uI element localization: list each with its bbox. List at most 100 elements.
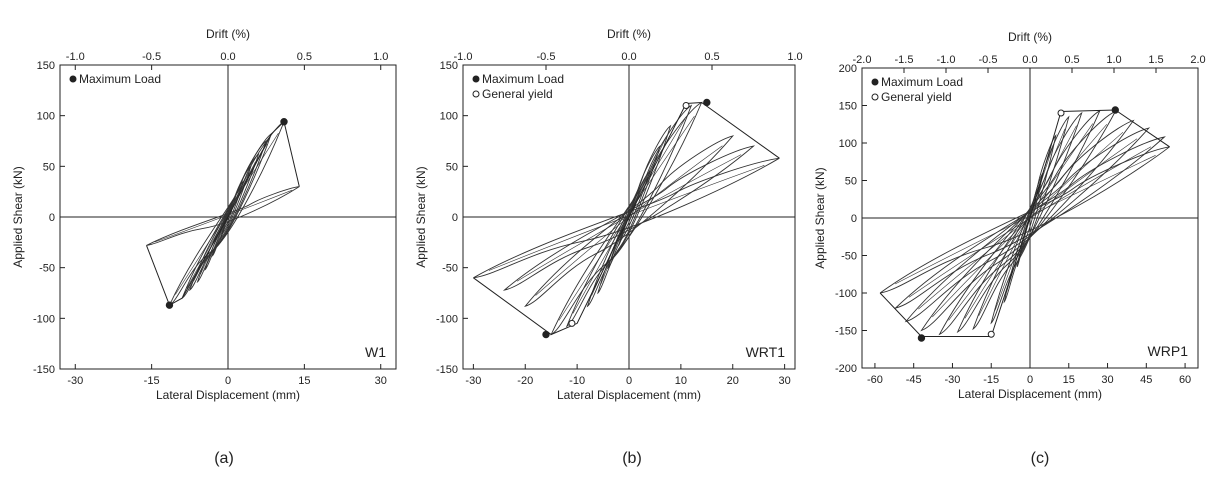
hysteresis-loop (972, 111, 1083, 331)
legend-marker-max-load (69, 75, 77, 83)
y-axis-title: Applied Shear (kN) (11, 166, 25, 267)
general-yield-marker (568, 319, 576, 327)
y-tick-label: 0 (452, 212, 458, 224)
max-load-marker (703, 98, 711, 107)
panel-label-b: (b) (622, 450, 642, 467)
y-axis-title: Applied Shear (kN) (414, 166, 428, 267)
general-yield-marker (987, 330, 995, 338)
top-axis-title: Drift (%) (1008, 30, 1052, 44)
top-tick-label: 0.0 (1022, 54, 1037, 66)
hysteresis-inner-branch (948, 124, 1108, 321)
y-tick-label: 100 (37, 111, 55, 123)
general-yield-marker (1057, 109, 1065, 117)
legend-marker-max-load (871, 78, 879, 86)
x-tick-label: 20 (727, 375, 739, 387)
envelope-curve (473, 101, 780, 336)
panel-label-c: (c) (1031, 450, 1050, 467)
x-tick-label: 0 (626, 375, 632, 387)
y-tick-label: -50 (442, 263, 458, 275)
top-tick-label: 1.5 (1148, 54, 1163, 66)
hysteresis-inner-branch (200, 161, 256, 275)
general-yield-marker (682, 102, 690, 110)
top-tick-label: 0.5 (1064, 54, 1079, 66)
x-tick-label: -45 (906, 374, 922, 386)
hysteresis-inner-branch (175, 133, 279, 295)
top-tick-label: 2.0 (1190, 54, 1205, 66)
x-tick-label: 0 (225, 375, 231, 387)
y-tick-label: -100 (436, 313, 458, 325)
hysteresis-inner-branch (488, 165, 765, 271)
max-load-marker (1111, 106, 1119, 114)
x-tick-label: -15 (983, 374, 999, 386)
top-tick-label: -0.5 (537, 51, 556, 63)
specimen-label: WRP1 (1148, 343, 1189, 359)
top-tick-label: 0.5 (297, 51, 312, 63)
y-axis-title: Applied Shear (kN) (813, 167, 827, 268)
hysteresis-inner-branch (558, 116, 695, 321)
x-tick-label: -20 (517, 375, 533, 387)
top-axis-title: Drift (%) (607, 27, 651, 41)
envelope-curve (146, 120, 300, 306)
x-tick-label: 0 (1027, 374, 1033, 386)
x-tick-label: -15 (144, 375, 160, 387)
max-load-marker (165, 301, 174, 309)
max-load-marker (917, 334, 926, 342)
hysteresis-inner-branch (894, 155, 1156, 285)
top-tick-label: 0.0 (621, 51, 636, 63)
y-tick-label: 100 (440, 111, 458, 123)
x-tick-label: 15 (298, 375, 310, 387)
top-tick-label: -1.5 (895, 54, 914, 66)
y-tick-label: -150 (33, 364, 55, 376)
y-tick-label: 50 (43, 161, 55, 173)
y-tick-label: 0 (851, 213, 857, 225)
y-tick-label: 200 (839, 63, 857, 75)
x-axis-title: Lateral Displacement (mm) (156, 388, 300, 402)
x-tick-label: 60 (1179, 374, 1191, 386)
top-tick-label: -0.5 (142, 51, 161, 63)
top-tick-label: 0.5 (704, 51, 719, 63)
y-tick-label: -150 (835, 326, 857, 338)
y-tick-label: -50 (39, 263, 55, 275)
top-axis-title: Drift (%) (206, 27, 250, 41)
x-tick-label: -30 (67, 375, 83, 387)
legend-label: Maximum Load (881, 75, 963, 89)
legend-label: Maximum Load (79, 72, 161, 86)
panel-label-a: (a) (214, 450, 234, 467)
top-tick-label: -0.5 (979, 54, 998, 66)
max-load-marker (542, 330, 550, 339)
top-tick-label: -1.0 (454, 51, 473, 63)
specimen-label: WRT1 (746, 344, 786, 360)
x-axis-title: Lateral Displacement (mm) (557, 388, 701, 402)
y-tick-label: -100 (33, 313, 55, 325)
max-load-marker (280, 118, 288, 126)
y-tick-label: 50 (845, 176, 857, 188)
y-tick-label: 150 (440, 60, 458, 72)
x-tick-label: 45 (1140, 374, 1152, 386)
y-tick-label: -150 (436, 364, 458, 376)
y-tick-label: -50 (841, 251, 857, 263)
legend-label: General yield (881, 90, 952, 104)
top-tick-label: 1.0 (373, 51, 388, 63)
y-tick-label: 150 (37, 60, 55, 72)
hysteresis-inner-branch (154, 189, 293, 243)
hysteresis-loop (502, 145, 756, 291)
y-tick-label: 0 (49, 212, 55, 224)
legend-label: Maximum Load (482, 72, 564, 86)
y-tick-label: 150 (839, 101, 857, 113)
hysteresis-inner-branch (978, 125, 1077, 316)
top-tick-label: 0.0 (220, 51, 235, 63)
top-tick-label: -1.0 (66, 51, 85, 63)
x-tick-label: 30 (375, 375, 387, 387)
x-tick-label: -30 (465, 375, 481, 387)
top-tick-label: 1.0 (1106, 54, 1121, 66)
y-tick-label: -100 (835, 288, 857, 300)
legend-marker-general-yield (472, 90, 480, 98)
hysteresis-loop (565, 104, 693, 328)
top-tick-label: -2.0 (853, 54, 872, 66)
legend-marker-general-yield (871, 93, 879, 101)
hysteresis-loop (524, 135, 735, 308)
panel-c-chart: -60 -45 -30 -15 0 15 30 45 60-200-150-100-500501… (813, 30, 1206, 401)
